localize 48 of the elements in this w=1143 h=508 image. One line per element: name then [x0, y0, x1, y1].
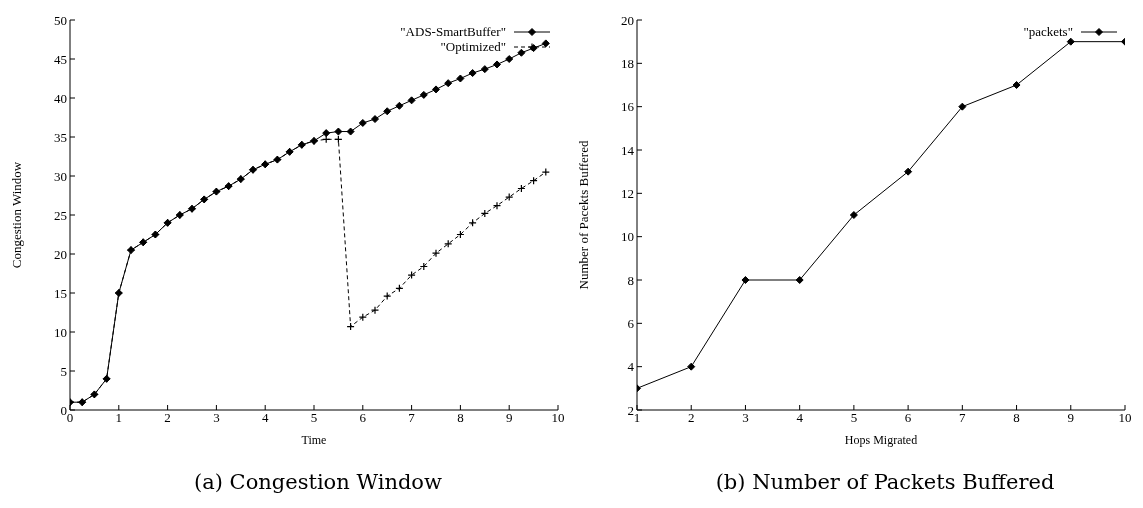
y-tick-label: 25 — [54, 207, 67, 223]
legend-label: "Optimized" — [440, 38, 506, 55]
x-tick-label: 2 — [687, 410, 695, 426]
x-tick-label: 1 — [633, 410, 641, 426]
x-tick-label: 3 — [742, 410, 749, 426]
y-tick-label: 5 — [60, 363, 67, 379]
x-tick-label: 9 — [1067, 410, 1075, 426]
x-tick-label: 6 — [359, 410, 367, 426]
x-tick-label: 7 — [408, 410, 416, 426]
x-tick-label: 10 — [551, 410, 565, 426]
y-tick-label: 40 — [54, 90, 67, 106]
y-tick-label: 4 — [627, 359, 635, 375]
y-tick-label: 14 — [621, 142, 635, 158]
x-tick-label: 5 — [310, 410, 318, 426]
x-tick-label: 4 — [261, 410, 269, 426]
y-tick-label: 12 — [621, 185, 634, 201]
x-axis-title: Hops Migrated — [844, 433, 918, 447]
y-tick-label: 16 — [621, 99, 635, 115]
y-tick-label: 20 — [621, 12, 634, 28]
x-tick-label: 8 — [457, 410, 464, 426]
x-tick-label: 9 — [505, 410, 513, 426]
x-tick-label: 7 — [959, 410, 967, 426]
x-tick-label: 10 — [1118, 410, 1132, 426]
x-tick-label: 8 — [1013, 410, 1020, 426]
y-axis-title: Congestion Window — [8, 161, 24, 269]
y-tick-label: 30 — [54, 168, 67, 184]
y-tick-label: 20 — [54, 246, 67, 262]
y-tick-label: 35 — [54, 129, 67, 145]
y-tick-label: 6 — [627, 315, 635, 331]
x-tick-label: 4 — [796, 410, 804, 426]
y-tick-label: 8 — [627, 272, 634, 288]
y-axis-title: Number of Pacekts Buffered — [575, 140, 591, 290]
x-tick-label: 1 — [115, 410, 123, 426]
legend-label: "packets" — [1023, 23, 1073, 40]
y-tick-label: 50 — [54, 12, 67, 28]
x-tick-label: 5 — [850, 410, 858, 426]
text: (b) Number of Packets Buffered — [714, 470, 1056, 494]
x-tick-label: 3 — [213, 410, 220, 426]
y-tick-label: 45 — [54, 51, 67, 67]
legend-label: "ADS-SmartBuffer" — [400, 23, 506, 40]
y-tick-label: 15 — [54, 285, 67, 301]
x-tick-label: 6 — [904, 410, 912, 426]
y-tick-label: 10 — [621, 229, 634, 245]
y-tick-label: 10 — [54, 324, 67, 340]
text: (a) Congestion Window — [193, 470, 443, 494]
x-axis-title: Time — [301, 433, 327, 447]
x-tick-label: 2 — [164, 410, 171, 426]
y-tick-label: 18 — [621, 55, 634, 71]
